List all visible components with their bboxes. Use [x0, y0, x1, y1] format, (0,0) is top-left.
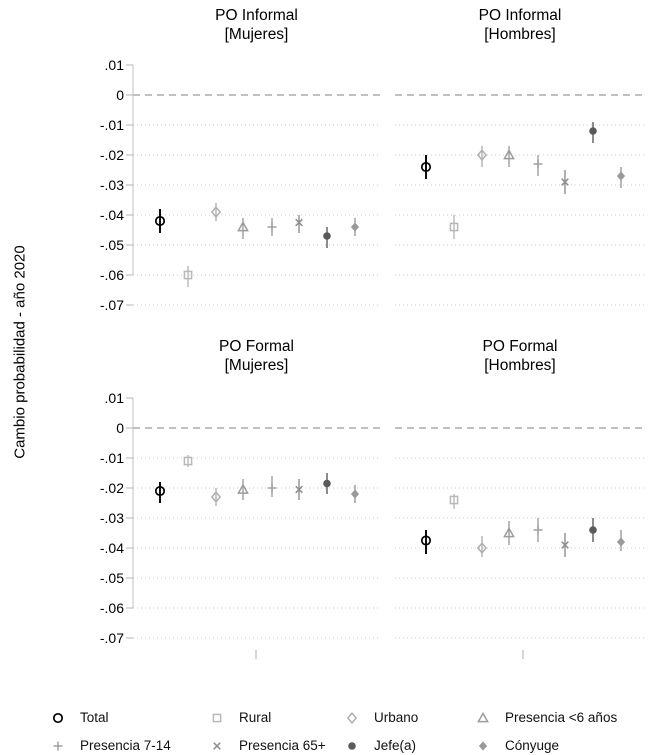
panel-title-formal-mujeres: PO Formal [Mujeres] [133, 337, 380, 375]
point-presencia-6-a-os [237, 218, 249, 239]
point-presencia-7-14 [533, 518, 543, 542]
panel-subtitle-line: [Hombres] [484, 357, 556, 374]
point-presencia-6-a-os [237, 479, 249, 500]
diamond-filled-icon [478, 741, 488, 751]
panel-title-line: PO Formal [219, 338, 294, 355]
circle-filled-icon [348, 742, 356, 750]
point-presencia-7-14 [267, 476, 277, 497]
plot-informal-hombres [395, 94, 645, 306]
y-tick-label: -.06 [99, 600, 124, 616]
y-tick-label: -.06 [99, 267, 124, 283]
point-urbano [476, 536, 488, 557]
gridlines [395, 94, 645, 306]
plot-informal-mujeres [126, 64, 380, 306]
y-tick-label: .01 [104, 390, 124, 406]
y-tick-label: -.07 [99, 630, 124, 646]
y-axis [126, 397, 134, 639]
point-rural [183, 455, 193, 467]
y-axis-label: Cambio probabilidad - año 2020 [11, 245, 29, 459]
legend-label: Presencia <6 años [505, 710, 618, 725]
y-tick-label: -.02 [99, 147, 124, 163]
y-tick-label: -.02 [99, 480, 124, 496]
legend-label: Presencia 7-14 [80, 738, 171, 753]
panel-title-informal-hombres: PO Informal [Hombres] [395, 6, 645, 44]
point-rural [449, 494, 459, 509]
panel-title-informal-mujeres: PO Informal [Mujeres] [133, 6, 380, 44]
gridlines [395, 427, 645, 639]
gridlines [133, 427, 380, 639]
y-tick-label: -.07 [99, 297, 124, 313]
triangle-open-icon [477, 711, 489, 723]
plot-formal-mujeres [126, 397, 380, 659]
legend-item-presencia-65-: Presencia 65+ [209, 737, 326, 755]
legend-label: Cónyuge [505, 738, 560, 753]
point-rural [183, 266, 193, 287]
circle-open-icon [52, 712, 64, 724]
legend-item-jefe-a-: Jefe(a) [344, 737, 416, 755]
point-presencia-65- [295, 215, 303, 233]
legend-item-presencia-6-a-os: Presencia <6 años [475, 709, 617, 727]
legend-item-rural: Rural [209, 709, 271, 727]
legend-label: Presencia 65+ [239, 738, 326, 753]
point-presencia-65- [561, 170, 569, 194]
panel-title-formal-hombres: PO Formal [Hombres] [395, 337, 645, 375]
panel-title-line: PO Informal [478, 7, 562, 24]
y-tick-label: -.03 [99, 510, 124, 526]
plot-formal-hombres [395, 427, 645, 659]
legend-label: Urbano [374, 710, 419, 725]
legend-item-total: Total [50, 709, 109, 727]
point-jefe-a- [589, 122, 597, 143]
point-jefe-a- [589, 518, 597, 542]
point-presencia-65- [295, 479, 303, 500]
point-total [420, 530, 432, 554]
point-c-nyuge [350, 485, 360, 503]
legend-label: Total [80, 710, 109, 725]
point-c-nyuge [616, 530, 626, 551]
panel-title-line: PO Formal [482, 338, 558, 355]
y-tick-label: -.05 [99, 570, 124, 586]
legend-label: Rural [239, 710, 272, 725]
point-presencia-65- [561, 533, 569, 557]
y-tick-label: .01 [104, 57, 124, 73]
point-presencia-7-14 [533, 155, 543, 176]
point-jefe-a- [323, 473, 331, 494]
point-presencia-7-14 [267, 218, 277, 236]
point-urbano [476, 146, 488, 167]
y-axis [126, 64, 134, 306]
gridlines [133, 94, 380, 306]
point-rural [449, 215, 459, 239]
diamond-open-icon [346, 712, 358, 724]
legend-item-presencia-7-14: Presencia 7-14 [50, 737, 171, 755]
point-presencia-6-a-os [503, 146, 515, 167]
point-total [420, 155, 432, 179]
y-tick-label: -.04 [99, 540, 124, 556]
point-total [154, 209, 166, 233]
point-c-nyuge [350, 218, 360, 236]
point-c-nyuge [616, 167, 626, 188]
y-tick-label: 0 [116, 420, 124, 436]
y-tick-label: -.05 [99, 237, 124, 253]
plus-icon [53, 741, 63, 751]
y-tick-label: 0 [116, 87, 124, 103]
panel-subtitle-line: [Mujeres] [224, 26, 289, 43]
point-urbano [210, 488, 222, 506]
panel-title-line: PO Informal [215, 7, 298, 24]
point-total [154, 482, 166, 503]
legend-item-c-nyuge: Cónyuge [475, 737, 559, 755]
legend-label: Jefe(a) [374, 738, 417, 753]
x-icon [213, 742, 221, 750]
panel-subtitle-line: [Hombres] [484, 26, 556, 43]
y-tick-label: -.03 [99, 177, 124, 193]
point-urbano [210, 203, 222, 221]
panel-subtitle-line: [Mujeres] [224, 357, 289, 374]
point-presencia-6-a-os [503, 521, 515, 545]
legend-item-urbano: Urbano [344, 709, 418, 727]
y-tick-label: -.04 [99, 207, 124, 223]
y-tick-label: -.01 [99, 117, 124, 133]
point-jefe-a- [323, 227, 331, 248]
y-tick-label: -.01 [99, 450, 124, 466]
square-open-icon [212, 713, 222, 723]
